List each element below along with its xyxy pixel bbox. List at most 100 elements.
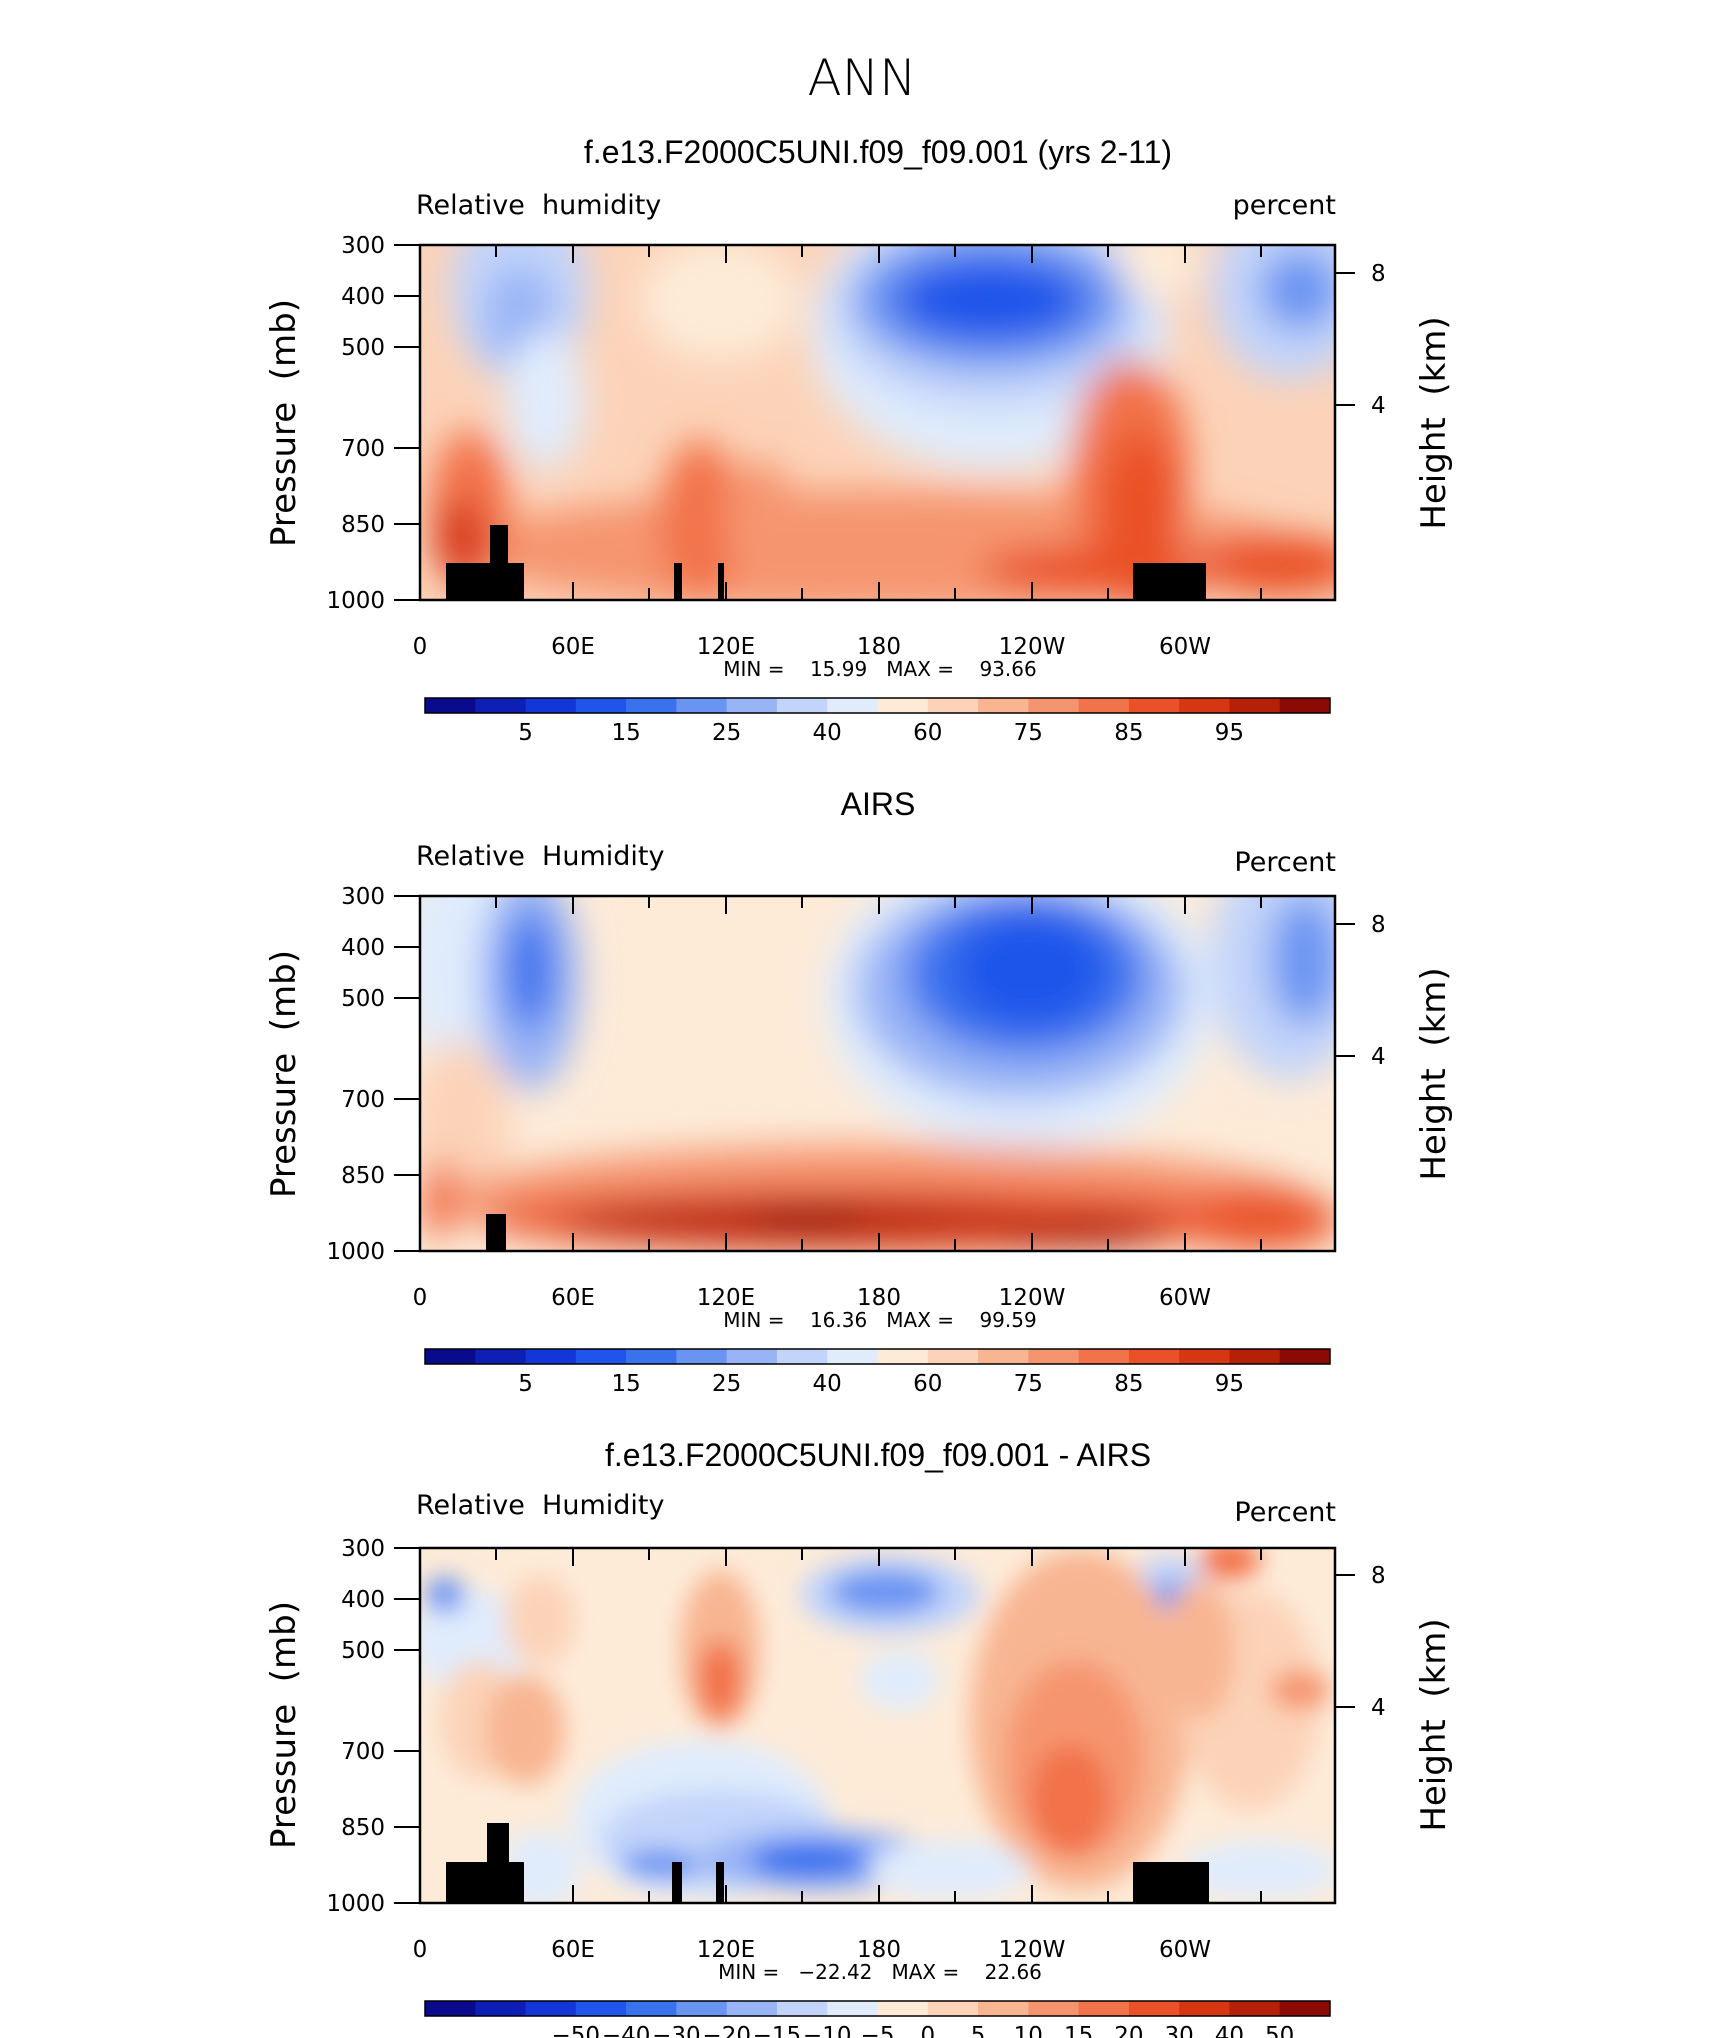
colorbar-label: 30 xyxy=(1165,2023,1194,2038)
colorbar-swatch xyxy=(1128,2001,1180,2016)
colorbar-swatch xyxy=(475,2001,527,2016)
colorbar-swatch xyxy=(978,1349,1029,1364)
variable-label: Relative humidity xyxy=(416,190,661,221)
colorbar-swatch xyxy=(927,2001,979,2016)
y-tick-label: 400 xyxy=(341,284,385,310)
colorbar-frame xyxy=(424,697,1331,714)
colorbar-swatch xyxy=(475,698,527,713)
colorbar-swatch xyxy=(1128,1349,1180,1364)
colorbar: −50 −40 −30 −20 −15 −10 −5 0 5 10 15 20 30 40 50 xyxy=(424,2000,1331,2038)
x-tick-label: 180 xyxy=(857,634,901,660)
plot-frame xyxy=(418,1546,1337,1905)
colorbar-label: 40 xyxy=(813,720,842,746)
units-label: Percent xyxy=(1234,1497,1336,1528)
min-max-stats: MIN = −22.42 MAX = 22.66 xyxy=(718,1960,1042,1984)
colorbar-swatch xyxy=(1028,2001,1080,2016)
colorbar-swatch xyxy=(776,2001,828,2016)
colorbar-swatch xyxy=(978,698,1029,713)
colorbar-swatch xyxy=(676,698,728,713)
colorbar: 5 15 25 40 60 75 85 95 xyxy=(424,1348,1331,1397)
x-axis: 0 60E 120E 180 120W 60W xyxy=(413,245,1262,660)
panel-model: f.e13.F2000C5UNI.f09_f09.001 (yrs 2-11) … xyxy=(264,134,1454,746)
y-tick-label: 300 xyxy=(341,233,385,259)
x-tick-label: 0 xyxy=(413,1285,428,1311)
colorbar-label: −30 xyxy=(652,2023,701,2038)
colorbar-swatch xyxy=(1028,698,1080,713)
colorbar-label: 20 xyxy=(1114,2023,1143,2038)
x-tick-label: 120W xyxy=(999,1285,1066,1311)
x-tick-label: 0 xyxy=(413,1937,428,1963)
y-right-tick-label: 4 xyxy=(1371,393,1386,419)
y-tick-label: 400 xyxy=(341,935,385,961)
colorbar-swatch xyxy=(827,1349,878,1364)
colorbar-swatch xyxy=(776,1349,828,1364)
x-tick-label: 60E xyxy=(551,1937,595,1963)
plot-frame xyxy=(418,243,1337,602)
colorbar-label: −40 xyxy=(602,2023,651,2038)
colorbar-swatch xyxy=(827,2001,878,2016)
x-axis: 0 60E 120E 180 120W 60W xyxy=(413,896,1262,1311)
colorbar-swatch xyxy=(927,698,979,713)
colorbar-swatch xyxy=(626,2001,677,2016)
colorbar-swatch xyxy=(927,1349,979,1364)
colorbar-swatch xyxy=(1179,1349,1230,1364)
colorbar-label: 25 xyxy=(712,720,741,746)
colorbar-swatch xyxy=(525,698,577,713)
colorbar-swatch xyxy=(1229,1349,1281,1364)
colorbar-label: 40 xyxy=(1215,2023,1244,2038)
colorbar-label: −20 xyxy=(702,2023,751,2038)
y-tick-label: 500 xyxy=(341,986,385,1012)
colorbar-swatch xyxy=(877,1349,929,1364)
colorbar-swatch xyxy=(1279,1349,1331,1364)
y-tick-label: 300 xyxy=(341,1536,385,1562)
colorbar-label: 15 xyxy=(611,1371,640,1397)
colorbar: 5 15 25 40 60 75 85 95 xyxy=(424,697,1331,746)
colorbar-label: −10 xyxy=(803,2023,852,2038)
colorbar-label: 40 xyxy=(813,1371,842,1397)
colorbar-label: 5 xyxy=(518,720,533,746)
x-axis: 0 60E 120E 180 120W 60W xyxy=(413,1548,1262,1963)
colorbar-label: 75 xyxy=(1014,1371,1043,1397)
colorbar-swatch xyxy=(626,1349,677,1364)
colorbar-swatch xyxy=(1279,698,1331,713)
colorbar-label: 60 xyxy=(913,1371,942,1397)
panel-title: f.e13.F2000C5UNI.f09_f09.001 - AIRS xyxy=(605,1437,1151,1473)
colorbar-swatch xyxy=(827,698,878,713)
units-label: percent xyxy=(1233,190,1336,221)
variable-label: Relative Humidity xyxy=(416,1490,664,1521)
colorbar-label: 25 xyxy=(712,1371,741,1397)
colorbar-swatch xyxy=(475,1349,527,1364)
colorbar-swatch xyxy=(1128,698,1180,713)
colorbar-frame xyxy=(424,1348,1331,1365)
x-tick-label: 120W xyxy=(999,1937,1066,1963)
x-tick-label: 60E xyxy=(551,1285,595,1311)
y-axis-right: 8 4 xyxy=(1335,261,1386,419)
colorbar-label: 85 xyxy=(1114,720,1143,746)
colorbar-swatch xyxy=(575,1349,627,1364)
colorbar-swatch xyxy=(978,2001,1029,2016)
y-tick-label: 400 xyxy=(341,1587,385,1613)
x-tick-label: 60W xyxy=(1159,1937,1211,1963)
x-tick-label: 60E xyxy=(551,634,595,660)
y-right-tick-label: 8 xyxy=(1371,261,1386,287)
y-axis: 300 400 500 700 850 1000 xyxy=(326,884,420,1265)
y-axis-right-title: Height (km) xyxy=(1414,1618,1454,1831)
colorbar-swatch xyxy=(877,2001,929,2016)
colorbar-swatch xyxy=(575,698,627,713)
y-tick-label: 1000 xyxy=(326,1891,385,1917)
y-axis-title: Pressure (mb) xyxy=(264,299,304,547)
colorbar-swatch xyxy=(525,1349,577,1364)
colorbar-label: 50 xyxy=(1265,2023,1294,2038)
y-axis-right: 8 4 xyxy=(1335,912,1386,1070)
colorbar-label: −50 xyxy=(552,2023,601,2038)
colorbar-label: 5 xyxy=(971,2023,986,2038)
colorbar-swatch xyxy=(776,698,828,713)
panel-title: AIRS xyxy=(841,786,916,822)
colorbar-label: 10 xyxy=(1014,2023,1043,2038)
page-title: ANN xyxy=(807,49,916,107)
colorbar-swatch xyxy=(1078,1349,1130,1364)
colorbar-swatch xyxy=(1179,698,1230,713)
y-tick-label: 700 xyxy=(341,1739,385,1765)
colorbar-swatch xyxy=(425,1349,476,1364)
y-axis: 300 400 500 700 850 1000 xyxy=(326,233,420,614)
